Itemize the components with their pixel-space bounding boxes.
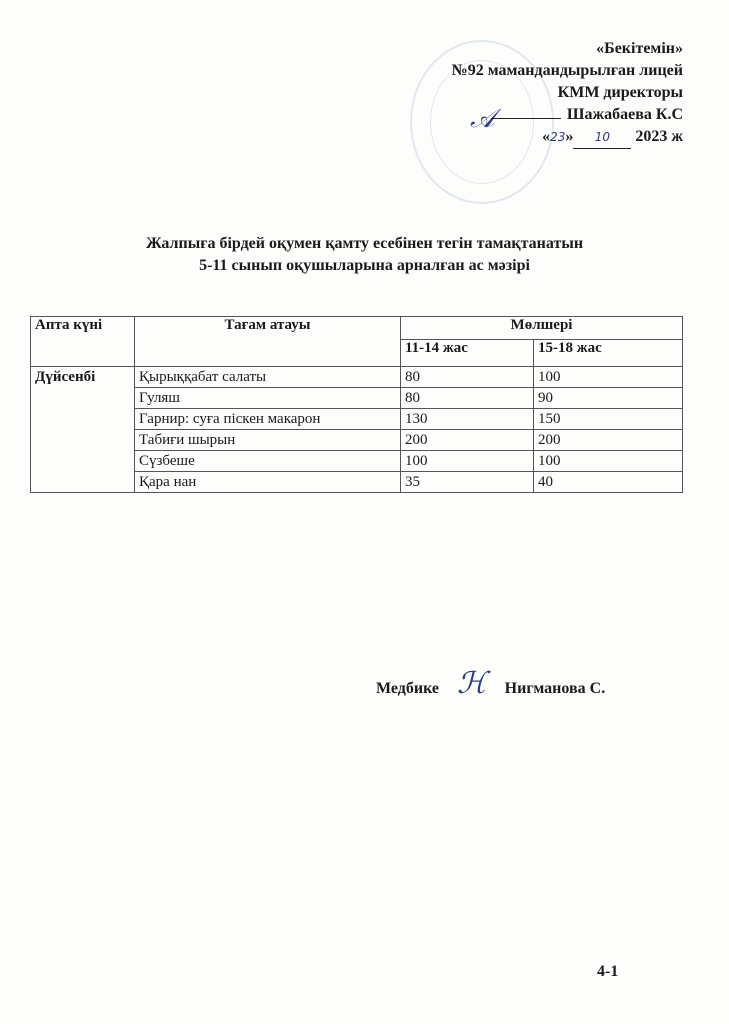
director-signature: 𝒜 [470, 104, 495, 134]
header-dish: Тағам атауы [134, 316, 401, 367]
document-title: Жалпыға бірдей оқумен қамту есебінен тег… [0, 233, 729, 277]
date-year: 2023 ж [635, 128, 683, 145]
approval-org: №92 мамандандырылған лицей [451, 62, 683, 79]
dish-cell: Сүзбеше [134, 450, 401, 472]
approval-block: «Бекітемін» №92 мамандандырылған лицей К… [452, 38, 683, 149]
date-month: 10 [594, 130, 611, 144]
nurse-role: Медбике [376, 680, 440, 697]
amount-11-14-cell: 130 [400, 408, 534, 430]
table-row: Табиғи шырын 200 200 [31, 429, 683, 451]
amount-11-14-cell: 35 [400, 471, 534, 493]
date-day: 23 [550, 130, 566, 144]
header-age-15-18: 15-18 жас [533, 339, 683, 367]
director-name: Шажабаева К.С [566, 106, 683, 123]
amount-15-18-cell: 150 [533, 408, 683, 430]
amount-15-18-cell: 100 [533, 450, 683, 472]
title-line-2: 5-11 сынып оқушыларына арналған ас мәзір… [199, 257, 530, 274]
approval-position: КММ директоры [557, 84, 683, 101]
header-day: Апта күні [30, 316, 135, 367]
header-amount: Мөлшері [400, 316, 683, 340]
official-stamp [410, 40, 554, 204]
dish-cell: Гарнир: суға піскен макарон [134, 408, 401, 430]
amount-11-14-cell: 200 [400, 429, 534, 451]
amount-11-14-cell: 80 [400, 387, 534, 409]
dish-cell: Қырыққабат салаты [134, 366, 401, 388]
nurse-signature: ℋ [457, 666, 487, 701]
nurse-signature-line: Медбике ℋ Нигманова С. [376, 666, 605, 701]
amount-15-18-cell: 200 [533, 429, 683, 451]
table-row: Гарнир: суға піскен макарон 130 150 [31, 408, 683, 430]
approval-heading: «Бекітемін» [596, 40, 683, 57]
header-age-11-14: 11-14 жас [400, 339, 534, 367]
amount-15-18-cell: 100 [533, 366, 683, 388]
amount-15-18-cell: 90 [533, 387, 683, 409]
dish-cell: Гуляш [134, 387, 401, 409]
dish-cell: Қара нан [134, 471, 401, 493]
dish-cell: Табиғи шырын [134, 429, 401, 451]
page-number: 4-1 [597, 963, 619, 980]
title-line-1: Жалпыға бірдей оқумен қамту есебінен тег… [145, 235, 584, 252]
approval-date: «23» 10 2023 ж [452, 126, 683, 149]
table-row: Сүзбеше 100 100 [31, 450, 683, 472]
approval-name: Шажабаева К.С [452, 104, 683, 126]
amount-11-14-cell: 80 [400, 366, 534, 388]
table-row: Дүйсенбі Қырыққабат салаты 80 100 [30, 366, 683, 493]
menu-table: Апта күні Тағам атауы Мөлшері 11-14 жас … [30, 316, 683, 493]
amount-11-14-cell: 100 [400, 450, 534, 472]
nurse-name: Нигманова С. [504, 680, 606, 697]
amount-15-18-cell: 40 [533, 471, 683, 493]
table-row: Қара нан 35 40 [31, 471, 683, 493]
day-cell: Дүйсенбі [30, 366, 135, 493]
